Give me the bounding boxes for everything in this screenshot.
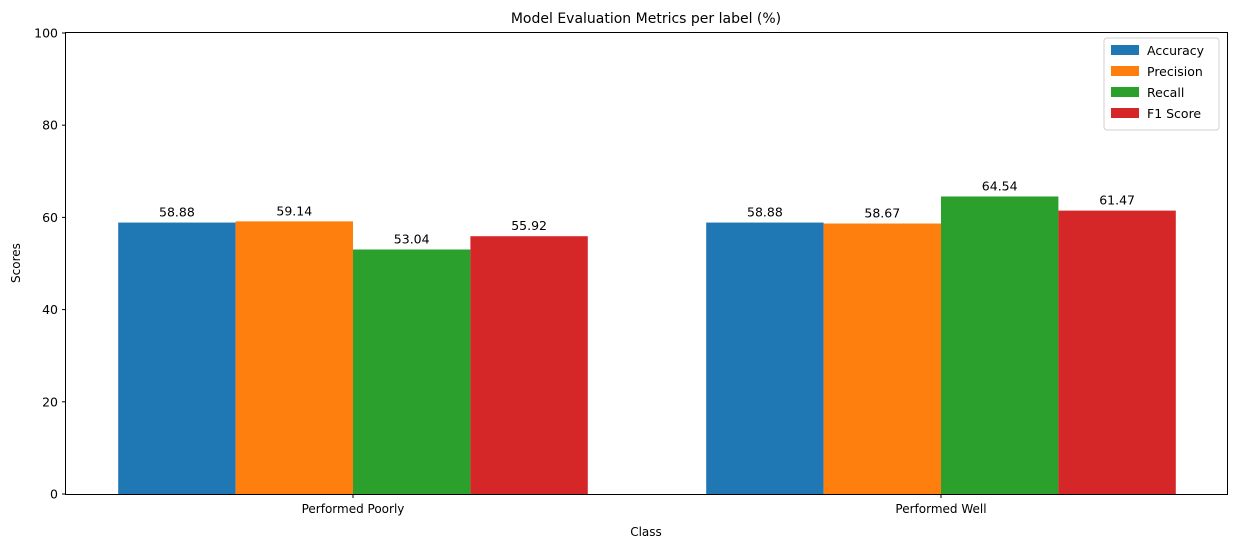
x-axis-label: Class [630,525,662,539]
bar-recall-1 [941,196,1059,494]
legend-swatch-recall [1111,87,1139,97]
y-tick-label: 80 [42,118,58,133]
chart-title: Model Evaluation Metrics per label (%) [511,11,781,27]
y-tick-label: 0 [50,487,58,502]
bar-accuracy-1 [706,222,824,494]
y-axis-label: Scores [9,243,23,283]
legend-box [1103,37,1220,131]
legend-label: Recall [1147,85,1184,100]
legend-label: F1 Score [1147,106,1201,121]
y-axis: 0 20 40 60 80 100 [34,26,66,502]
legend-swatch-accuracy [1111,45,1139,55]
plot-frame [65,32,1228,495]
bar-f1-score-0 [470,236,588,494]
bars-layer [118,196,1176,495]
y-tick-label: 100 [34,26,58,41]
legend-label: Accuracy [1147,43,1205,58]
bar-value-label: 58.67 [864,206,900,221]
bar-value-label: 55.92 [511,218,547,233]
bar-value-label: 59.14 [276,203,312,218]
y-tick-label: 20 [42,394,58,409]
legend-swatch-precision [1111,66,1139,76]
x-tick-label: Performed Poorly [302,502,405,516]
bar-value-label: 58.88 [747,205,783,220]
bar-value-label: 61.47 [1099,193,1135,208]
y-tick-label: 60 [42,210,58,225]
bar-f1-score-1 [1058,210,1176,494]
x-axis: Performed Poorly Performed Well [302,494,987,516]
bar-recall-0 [353,249,471,494]
legend: Accuracy Precision Recall F1 Score [1103,37,1220,131]
bar-value-label: 58.88 [159,205,195,220]
y-tick-label: 40 [42,302,58,317]
bar-value-label: 64.54 [982,178,1018,193]
bar-precision-1 [823,223,941,494]
legend-label: Precision [1147,64,1203,79]
legend-swatch-f1-score [1111,108,1139,118]
bar-value-label: 53.04 [394,231,430,246]
bar-precision-0 [235,221,353,495]
x-tick-label: Performed Well [895,502,986,516]
bar-accuracy-0 [118,222,236,494]
data-labels-layer: 58.88 58.88 59.14 58.67 53.04 64.54 55.92 61.47 [159,178,1135,246]
